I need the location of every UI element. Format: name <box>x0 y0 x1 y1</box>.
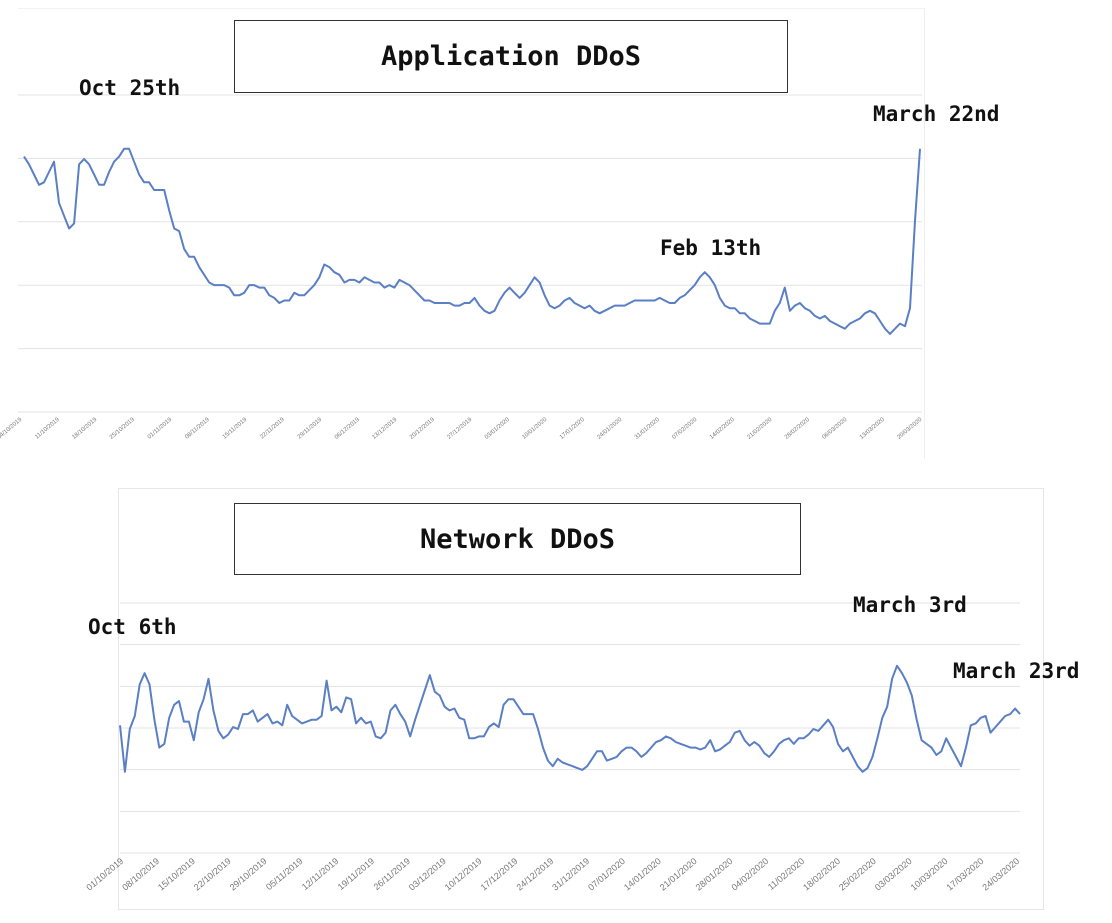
application-x-tick-label: 11/10/2019 <box>34 417 61 441</box>
application-x-tick-label: 28/02/2020 <box>784 417 811 441</box>
annotation-feb-13th: Feb 13th <box>660 236 762 260</box>
application-x-tick-label: 25/10/2019 <box>109 417 136 441</box>
annotation-march-22nd: March 22nd <box>873 102 1000 126</box>
annotation-march-3rd: March 3rd <box>853 593 967 617</box>
network-x-tick-label: 05/11/2019 <box>264 856 304 892</box>
network-x-tick-label: 04/02/2020 <box>729 856 770 893</box>
network-x-tick-label: 03/03/2020 <box>873 856 914 893</box>
application-series-line <box>23 147 921 335</box>
application-x-tick-label: 20/12/2019 <box>409 417 436 441</box>
application-x-tick-label: 14/02/2020 <box>709 417 736 441</box>
network-x-tick-label: 18/02/2020 <box>801 856 842 893</box>
network-x-tick-label: 01/10/2019 <box>84 856 125 893</box>
application-x-tick-label: 24/01/2020 <box>596 417 623 441</box>
network-x-tick-label: 28/01/2020 <box>694 856 735 893</box>
network-x-tick-label: 24/12/2019 <box>514 856 555 893</box>
application-x-tick-label: 07/02/2020 <box>671 417 698 441</box>
network-x-tick-label: 29/10/2019 <box>228 856 269 893</box>
network-x-tick-label: 26/11/2019 <box>372 856 412 892</box>
network-x-tick-label: 03/12/2019 <box>407 856 448 893</box>
network-x-tick-label: 14/01/2020 <box>622 856 663 893</box>
application-x-tick-label: 04/10/2019 <box>0 417 24 441</box>
network-x-tick-label: 08/10/2019 <box>120 856 161 893</box>
network-series-line <box>119 664 1021 773</box>
application-x-tick-label: 15/11/2019 <box>222 417 249 441</box>
application-x-tick-label: 13/12/2019 <box>371 417 398 441</box>
application-x-tick-label: 21/02/2020 <box>746 417 773 441</box>
network-x-tick-label: 21/01/2020 <box>658 856 699 893</box>
application-x-tick-label: 17/01/2020 <box>559 417 586 441</box>
application-x-tick-label: 22/11/2019 <box>259 417 286 441</box>
application-x-tick-label: 29/11/2019 <box>297 417 324 441</box>
network-x-tick-label: 17/03/2020 <box>945 856 986 893</box>
application-chart-title: Application DDoS <box>234 20 788 93</box>
network-x-tick-label: 07/01/2020 <box>586 856 627 893</box>
network-x-tick-label: 25/02/2020 <box>837 856 878 893</box>
network-x-tick-label: 19/11/2019 <box>336 856 376 892</box>
application-chart-panel <box>18 8 925 459</box>
network-x-tick-label: 17/12/2019 <box>479 856 520 893</box>
annotation-oct-6th: Oct 6th <box>88 615 177 639</box>
application-x-tick-label: 31/01/2020 <box>634 417 661 441</box>
network-x-tick-label: 24/03/2020 <box>980 856 1021 893</box>
network-chart-group: 01/10/201908/10/201915/10/201922/10/2019… <box>84 602 1021 893</box>
application-x-tick-label: 08/11/2019 <box>184 417 211 441</box>
annotation-march-23rd: March 23rd <box>953 659 1080 683</box>
network-x-tick-label: 11/02/2020 <box>766 856 806 892</box>
network-x-tick-label: 22/10/2019 <box>192 856 233 893</box>
application-x-tick-label: 03/01/2020 <box>484 417 511 441</box>
network-x-tick-label: 12/11/2019 <box>300 856 340 892</box>
application-chart-group: 04/10/2019 11/10/2019 18/10/2019 25/10/2019… <box>0 94 924 441</box>
application-x-tick-label: 01/11/2019 <box>147 417 174 441</box>
application-x-tick-label: 06/03/2020 <box>821 417 848 441</box>
application-x-tick-label: 06/12/2019 <box>334 417 361 441</box>
network-x-tick-label: 31/12/2019 <box>550 856 591 893</box>
application-x-tick-label: 20/03/2020 <box>896 417 923 441</box>
application-x-tick-label: 18/10/2019 <box>71 417 98 441</box>
network-chart-panel <box>118 488 1044 910</box>
network-x-tick-label: 10/03/2020 <box>909 856 950 893</box>
network-chart-title: Network DDoS <box>234 503 801 575</box>
application-x-tick-label: 10/01/2020 <box>521 417 548 441</box>
network-x-tick-label: 10/12/2019 <box>443 856 484 893</box>
network-x-tick-label: 15/10/2019 <box>156 856 197 893</box>
application-x-tick-label: 13/03/2020 <box>859 417 886 441</box>
annotation-oct-25th: Oct 25th <box>79 76 181 100</box>
application-x-tick-label: 27/12/2019 <box>446 417 473 441</box>
